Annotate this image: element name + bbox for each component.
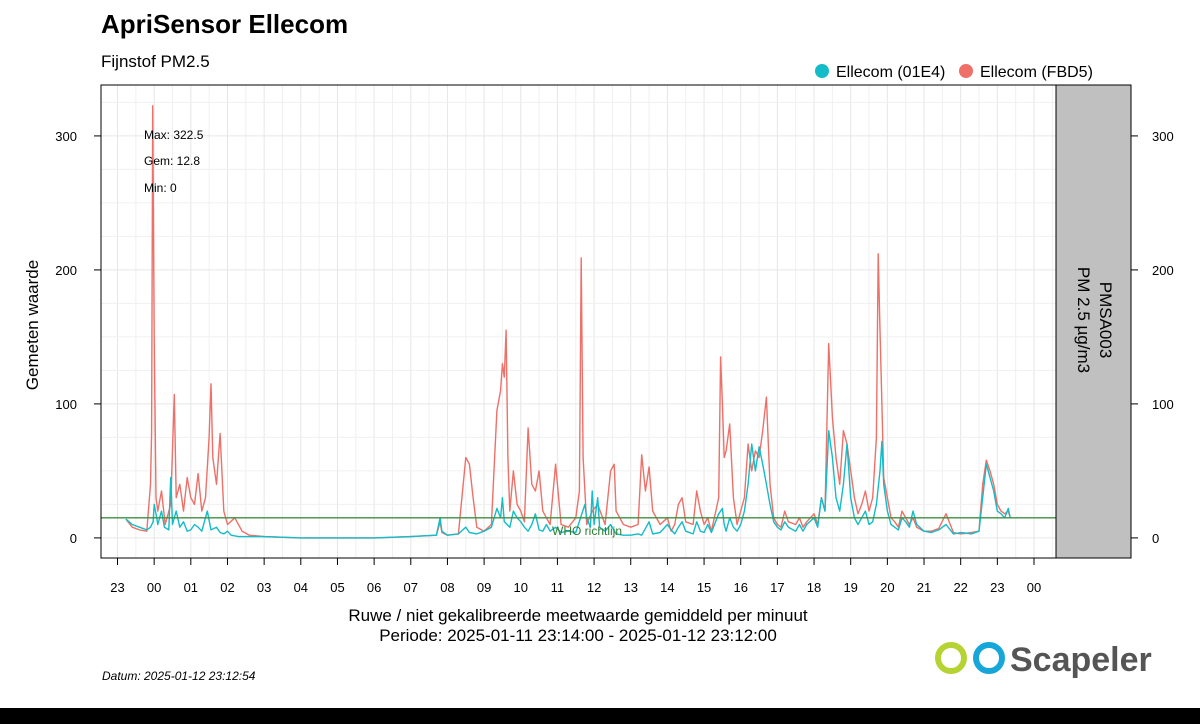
- chart-subtitle: Fijnstof PM2.5: [101, 52, 210, 71]
- x-tick-label: 08: [440, 580, 454, 595]
- x-tick-label: 10: [514, 580, 528, 595]
- x-tick-label: 22: [953, 580, 967, 595]
- y-tick-label-left: 0: [70, 531, 77, 546]
- x-tick-label: 00: [147, 580, 161, 595]
- x-tick-label: 17: [770, 580, 784, 595]
- legend-label-fbd5: Ellecom (FBD5): [980, 64, 1093, 81]
- scapeler-logo: Scapeler: [935, 641, 1152, 679]
- sensor-strip: [1055, 84, 1132, 559]
- x-tick-label: 00: [1027, 580, 1041, 595]
- y-tick-label-left: 300: [55, 129, 77, 144]
- who-guideline-label: WHO richtlijn: [552, 524, 622, 538]
- x-tick-label: 09: [477, 580, 491, 595]
- x-tick-label: 18: [807, 580, 821, 595]
- logo-ring-blue: [973, 642, 1005, 674]
- y-axis-label: Gemeten waarde: [23, 260, 42, 390]
- x-tick-label: 12: [587, 580, 601, 595]
- x-tick-label: 11: [551, 580, 565, 595]
- x-tick-label: 14: [660, 580, 674, 595]
- y-tick-label-left: 200: [55, 263, 77, 278]
- x-tick-label: 23: [990, 580, 1004, 595]
- x-axis-caption: Ruwe / niet gekalibreerde meetwaarde gem…: [348, 606, 808, 625]
- y-tick-label-right: 0: [1152, 531, 1159, 546]
- x-tick-label: 03: [257, 580, 271, 595]
- series-line-01e4: [125, 430, 1011, 539]
- brand-name: Scapeler: [1010, 641, 1152, 679]
- x-tick-label: 05: [330, 580, 344, 595]
- x-tick-label: 19: [843, 580, 857, 595]
- legend-marker-01e4: [815, 64, 829, 78]
- plot-area: [101, 85, 1056, 558]
- strip-unit: PM 2.5 µg/m3: [1074, 267, 1093, 373]
- legend: Ellecom (01E4) Ellecom (FBD5): [815, 64, 1093, 81]
- x-tick-label: 20: [880, 580, 894, 595]
- stat-mean: Gem: 12.8: [144, 154, 200, 168]
- y-tick-label-right: 100: [1152, 397, 1174, 412]
- x-tick-label: 06: [367, 580, 381, 595]
- period-caption: Periode: 2025-01-11 23:14:00 - 2025-01-1…: [379, 626, 777, 645]
- x-tick-label: 16: [733, 580, 747, 595]
- x-tick-label: 04: [294, 580, 308, 595]
- x-tick-label: 07: [404, 580, 418, 595]
- x-tick-label: 13: [624, 580, 638, 595]
- x-tick-label: 21: [917, 580, 931, 595]
- y-tick-label-left: 100: [55, 397, 77, 412]
- logo-ring-green: [935, 642, 967, 674]
- x-tick-label: 23: [110, 580, 124, 595]
- strip-sensor-type: PMSA003: [1096, 282, 1115, 359]
- legend-marker-fbd5: [959, 64, 973, 78]
- chart-title: ApriSensor Ellecom: [101, 9, 348, 39]
- x-tick-label: 01: [184, 580, 198, 595]
- grid: [101, 85, 1056, 558]
- bottom-bar: [0, 708, 1200, 724]
- legend-label-01e4: Ellecom (01E4): [836, 64, 945, 81]
- date-stamp: Datum: 2025-01-12 23:12:54: [102, 669, 256, 683]
- y-tick-label-right: 200: [1152, 263, 1174, 278]
- x-tick-label: 15: [697, 580, 711, 595]
- y-tick-label-right: 300: [1152, 129, 1174, 144]
- stat-max: Max: 322.5: [144, 128, 204, 142]
- stat-min: Min: 0: [144, 181, 177, 195]
- x-tick-label: 02: [220, 580, 234, 595]
